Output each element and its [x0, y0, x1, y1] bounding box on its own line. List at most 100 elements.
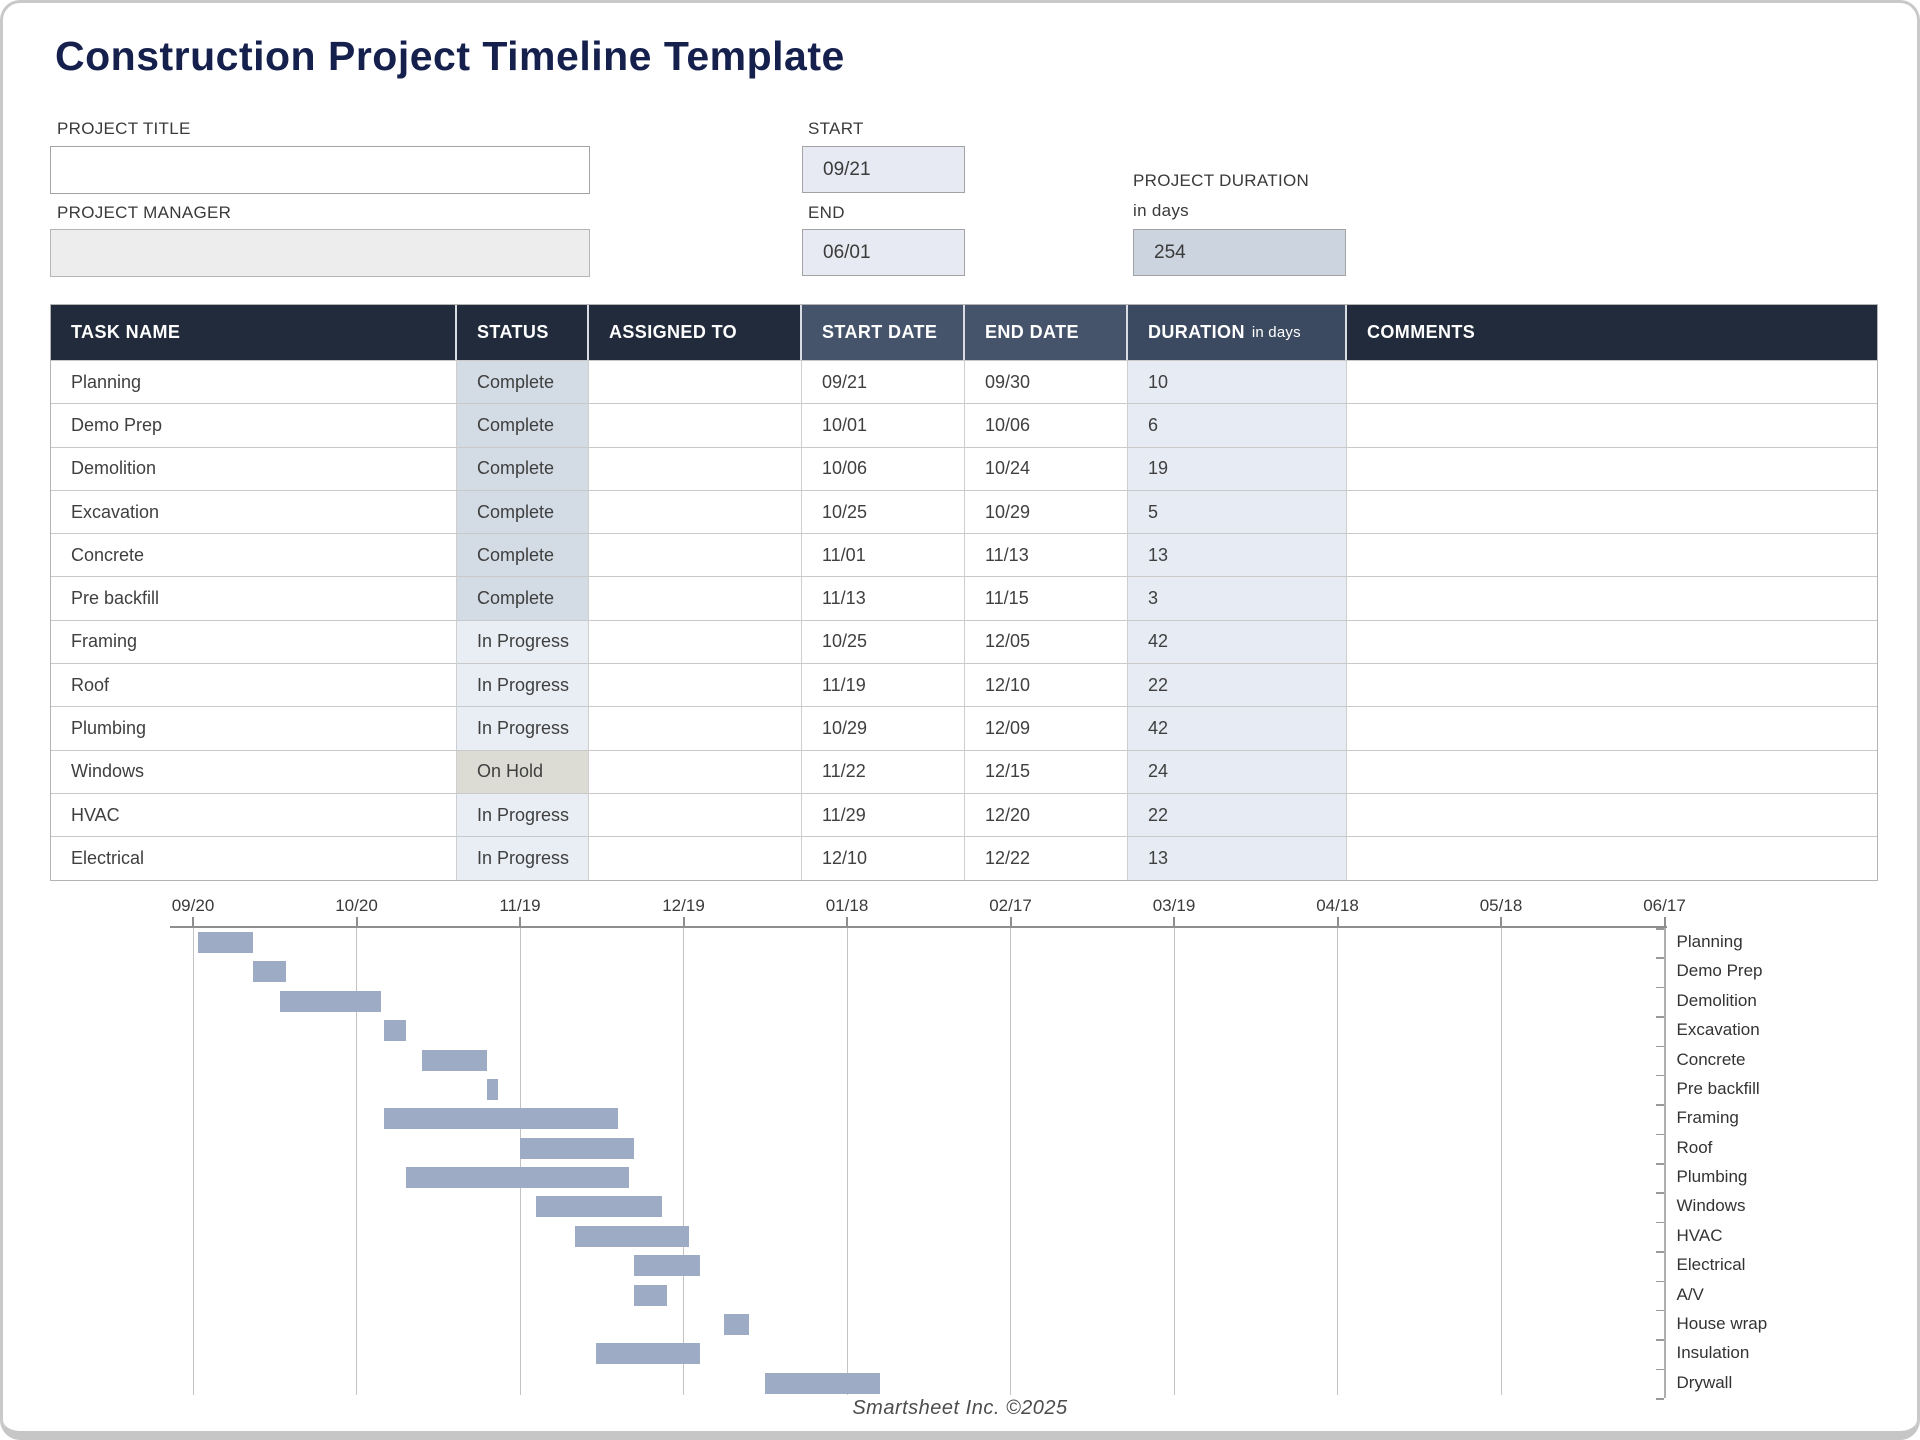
table-body: Planning Complete 09/21 09/30 10 Demo Prep Com… — [51, 360, 1877, 880]
status-cell[interactable]: Complete — [457, 489, 589, 534]
start-date-cell[interactable]: 10/06 — [802, 446, 965, 490]
comments-cell[interactable] — [1347, 836, 1877, 880]
start-date-cell[interactable]: 09/21 — [802, 360, 965, 404]
comments-cell[interactable] — [1347, 489, 1877, 534]
comments-cell[interactable] — [1347, 749, 1877, 793]
duration-cell[interactable]: 13 — [1128, 836, 1347, 880]
comments-cell[interactable] — [1347, 576, 1877, 620]
task-name-cell[interactable]: Concrete — [51, 533, 457, 577]
task-name-cell[interactable]: Windows — [51, 749, 457, 793]
duration-cell[interactable]: 5 — [1128, 489, 1347, 534]
project-title-input[interactable] — [50, 146, 590, 194]
comments-cell[interactable] — [1347, 446, 1877, 490]
assigned-to-cell[interactable] — [589, 836, 802, 880]
assigned-to-cell[interactable] — [589, 576, 802, 620]
assigned-to-cell[interactable] — [589, 489, 802, 534]
assigned-to-cell[interactable] — [589, 533, 802, 577]
duration-cell[interactable]: 24 — [1128, 749, 1347, 793]
project-manager-input[interactable] — [50, 229, 590, 277]
assigned-to-cell[interactable] — [589, 749, 802, 793]
start-date-cell[interactable]: 11/19 — [802, 663, 965, 707]
comments-cell[interactable] — [1347, 619, 1877, 664]
end-date-input[interactable]: 06/01 — [802, 229, 965, 276]
end-date-cell[interactable]: 12/22 — [965, 836, 1128, 880]
comments-cell[interactable] — [1347, 663, 1877, 707]
end-date-cell[interactable]: 12/15 — [965, 749, 1128, 793]
gantt-label-axis — [1663, 928, 1666, 1398]
status-cell[interactable]: Complete — [457, 576, 589, 620]
start-date-cell[interactable]: 10/01 — [802, 403, 965, 447]
table-row: Excavation Complete 10/25 10/29 5 — [51, 489, 1877, 534]
end-date-cell[interactable]: 10/06 — [965, 403, 1128, 447]
duration-cell[interactable]: 42 — [1128, 706, 1347, 750]
assigned-to-cell[interactable] — [589, 446, 802, 490]
duration-cell[interactable]: 6 — [1128, 403, 1347, 447]
gantt-gridline — [683, 928, 684, 1395]
assigned-to-cell[interactable] — [589, 706, 802, 750]
start-date-cell[interactable]: 12/10 — [802, 836, 965, 880]
end-date-cell[interactable]: 12/10 — [965, 663, 1128, 707]
duration-cell[interactable]: 19 — [1128, 446, 1347, 490]
status-cell[interactable]: Complete — [457, 446, 589, 490]
task-name-cell[interactable]: Framing — [51, 619, 457, 664]
end-date-cell[interactable]: 12/09 — [965, 706, 1128, 750]
duration-cell[interactable]: 22 — [1128, 663, 1347, 707]
assigned-to-cell[interactable] — [589, 792, 802, 837]
task-name-cell[interactable]: Demo Prep — [51, 403, 457, 447]
gantt-axis-tick — [519, 917, 521, 926]
comments-cell[interactable] — [1347, 360, 1877, 404]
gantt-label-axis-tick — [1655, 1074, 1664, 1077]
status-cell[interactable]: In Progress — [457, 792, 589, 837]
status-cell[interactable]: Complete — [457, 403, 589, 447]
comments-cell[interactable] — [1347, 706, 1877, 750]
comments-cell[interactable] — [1347, 792, 1877, 837]
gantt-task-label: Framing — [1676, 1108, 1739, 1128]
duration-cell[interactable]: 42 — [1128, 619, 1347, 664]
end-date-cell[interactable]: 12/05 — [965, 619, 1128, 664]
comments-cell[interactable] — [1347, 403, 1877, 447]
status-cell[interactable]: In Progress — [457, 706, 589, 750]
end-date-cell[interactable]: 11/15 — [965, 576, 1128, 620]
duration-cell[interactable]: 22 — [1128, 792, 1347, 837]
start-date-cell[interactable]: 10/29 — [802, 706, 965, 750]
gantt-label-axis-tick — [1655, 1309, 1664, 1312]
status-cell[interactable]: Complete — [457, 533, 589, 577]
status-cell[interactable]: In Progress — [457, 663, 589, 707]
duration-cell[interactable]: 13 — [1128, 533, 1347, 577]
start-date-cell[interactable]: 11/22 — [802, 749, 965, 793]
status-cell[interactable]: On Hold — [457, 749, 589, 793]
task-name-cell[interactable]: Roof — [51, 663, 457, 707]
task-name-cell[interactable]: Electrical — [51, 836, 457, 880]
table-row: Demolition Complete 10/06 10/24 19 — [51, 446, 1877, 490]
end-date-cell[interactable]: 10/29 — [965, 489, 1128, 534]
task-name-cell[interactable]: Demolition — [51, 446, 457, 490]
start-date-cell[interactable]: 11/13 — [802, 576, 965, 620]
status-cell[interactable]: In Progress — [457, 836, 589, 880]
task-name-cell[interactable]: Pre backfill — [51, 576, 457, 620]
assigned-to-cell[interactable] — [589, 403, 802, 447]
assigned-to-cell[interactable] — [589, 663, 802, 707]
end-date-cell[interactable]: 12/20 — [965, 792, 1128, 837]
start-date-cell[interactable]: 10/25 — [802, 489, 965, 534]
gantt-axis-line — [170, 926, 1667, 928]
assigned-to-cell[interactable] — [589, 619, 802, 664]
start-date-cell[interactable]: 11/01 — [802, 533, 965, 577]
task-name-cell[interactable]: Plumbing — [51, 706, 457, 750]
duration-cell[interactable]: 10 — [1128, 360, 1347, 404]
task-name-cell[interactable]: Excavation — [51, 489, 457, 534]
status-cell[interactable]: Complete — [457, 360, 589, 404]
gantt-label-axis-tick — [1655, 1192, 1664, 1194]
task-name-cell[interactable]: Planning — [51, 360, 457, 404]
end-date-cell[interactable]: 09/30 — [965, 360, 1128, 404]
start-date-cell[interactable]: 11/29 — [802, 792, 965, 837]
status-cell[interactable]: In Progress — [457, 619, 589, 664]
comments-cell[interactable] — [1347, 533, 1877, 577]
assigned-to-cell[interactable] — [589, 360, 802, 404]
end-date-cell[interactable]: 10/24 — [965, 446, 1128, 490]
gantt-axis-tick — [1500, 917, 1502, 926]
end-date-cell[interactable]: 11/13 — [965, 533, 1128, 577]
start-date-cell[interactable]: 10/25 — [802, 619, 965, 664]
start-date-input[interactable]: 09/21 — [802, 146, 965, 193]
duration-cell[interactable]: 3 — [1128, 576, 1347, 620]
task-name-cell[interactable]: HVAC — [51, 792, 457, 837]
